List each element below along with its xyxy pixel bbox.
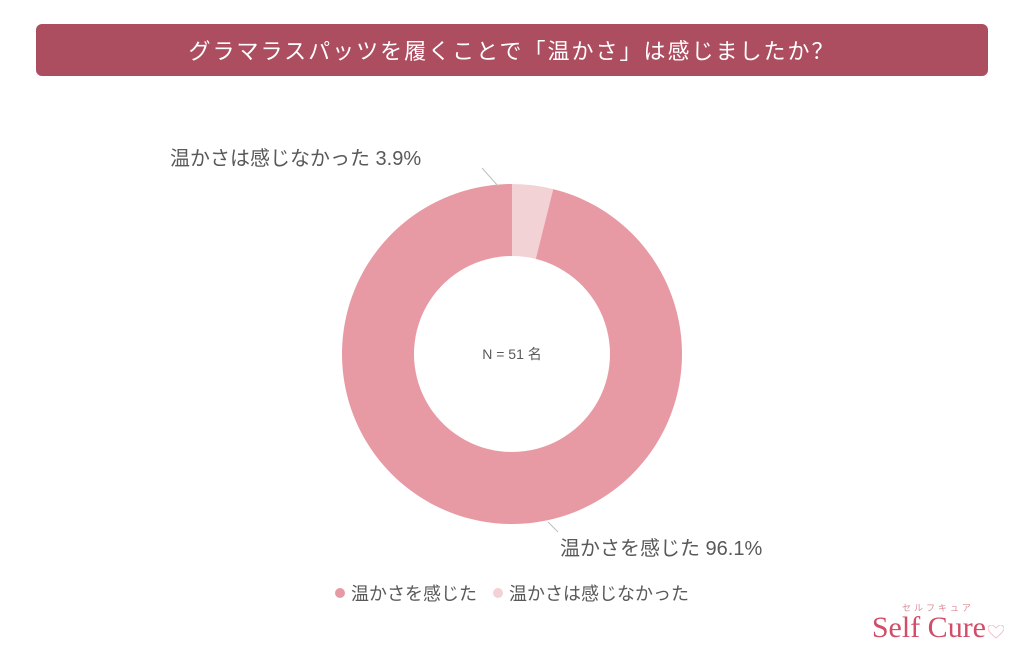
legend-dot-icon — [493, 588, 503, 598]
legend-label: 温かさは感じなかった — [509, 580, 689, 606]
center-label-text: N = 51 名 — [482, 346, 542, 362]
legend-item: 温かさは感じなかった — [493, 580, 689, 606]
legend-label: 温かさを感じた — [351, 580, 477, 606]
title-text: グラマラスパッツを履くことで「温かさ」は感じましたか？ — [189, 39, 836, 64]
brand-logo: セルフキュア Self Cure — [872, 601, 1004, 643]
title-bar: グラマラスパッツを履くことで「温かさ」は感じましたか？ — [36, 24, 988, 76]
heart-icon — [988, 616, 1004, 643]
logo-main-text: Self Cure — [872, 611, 986, 644]
legend-dot-icon — [335, 588, 345, 598]
logo-main: Self Cure — [872, 614, 1004, 643]
center-label: N = 51 名 — [482, 344, 542, 364]
callout-label: 温かさを感じた 96.1% — [560, 532, 762, 561]
legend: 温かさを感じた 温かさは感じなかった — [0, 580, 1024, 606]
legend-item: 温かさを感じた — [335, 580, 477, 606]
callout-label: 温かさは感じなかった 3.9% — [170, 142, 421, 171]
